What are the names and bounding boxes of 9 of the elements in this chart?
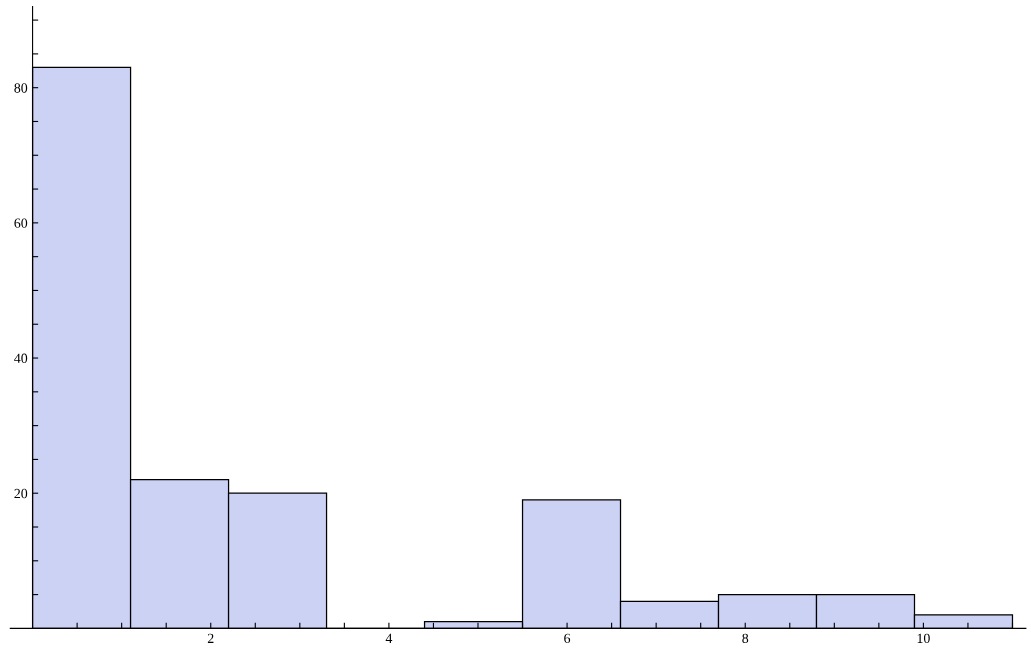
x-tick-label: 10 — [917, 633, 930, 644]
x-tick-label: 2 — [207, 633, 214, 643]
y-tick-label: 60 — [14, 218, 28, 228]
y-tick-label: 80 — [14, 83, 28, 93]
y-tick-label: 20 — [14, 488, 28, 499]
x-tick-label: 4 — [385, 633, 393, 643]
x-tick-label: 6 — [564, 633, 571, 644]
x-tick-label: 8 — [742, 633, 749, 644]
y-tick-label: 40 — [14, 353, 28, 363]
